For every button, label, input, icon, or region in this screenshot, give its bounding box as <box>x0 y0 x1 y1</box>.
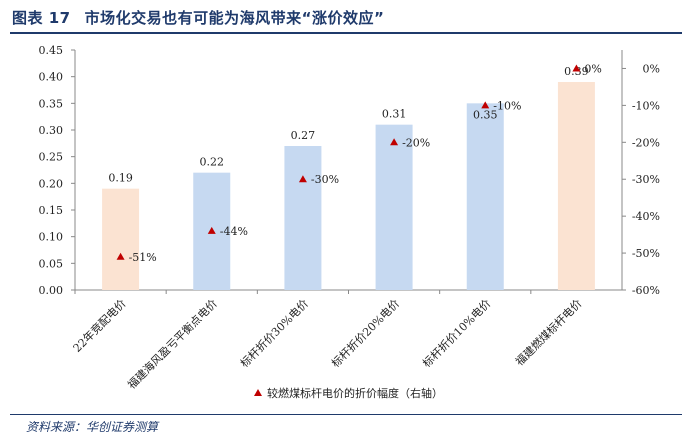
y2-tick-label: -40% <box>632 210 660 223</box>
y2-tick-label: -60% <box>632 284 660 297</box>
x-tick-label: 标杆折价20%电价 <box>328 296 402 370</box>
y-tick-label: 0.25 <box>39 151 64 164</box>
bar <box>557 82 595 290</box>
plot-area: 0.00 0.05 0.10 0.15 0.20 0.25 0.30 0.35 0.40 0.45… <box>39 44 661 400</box>
y-tick-label: 0.00 <box>39 284 64 297</box>
y-tick-label: 0.45 <box>39 44 64 57</box>
bar-value-label: 0.31 <box>382 108 407 121</box>
legend-marker <box>254 389 262 396</box>
marker-value-label: 0% <box>584 62 601 75</box>
marker-point <box>116 252 125 260</box>
y-tick-label: 0.40 <box>39 71 64 84</box>
legend-label: 较燃煤标杆电价的折价幅度（右轴） <box>267 386 443 400</box>
marker-point <box>207 226 216 234</box>
y-tick-label: 0.20 <box>39 177 64 190</box>
marker-value-label: -20% <box>402 136 430 149</box>
bar <box>102 188 140 290</box>
y-tick-label: 0.30 <box>39 124 64 137</box>
marker-value-label: -30% <box>311 173 339 186</box>
marker-value-label: -44% <box>220 225 248 238</box>
bar-chart: 0.00 0.05 0.10 0.15 0.20 0.25 0.30 0.35 0.40 0.45… <box>39 44 661 400</box>
marker-point <box>390 138 399 146</box>
marker-point <box>481 101 490 109</box>
chart-title: 图表 17 市场化交易也有可能为海风带来“涨价效应” <box>12 6 384 30</box>
marker-point <box>298 175 307 183</box>
bar <box>284 146 322 290</box>
x-tick-label: 标杆折价30%电价 <box>237 296 311 370</box>
x-tick-label: 标杆折价10%电价 <box>420 296 494 370</box>
title-underline <box>10 32 682 34</box>
bar <box>466 103 504 290</box>
footer-rule <box>10 414 682 415</box>
marker-point <box>572 64 581 72</box>
y-tick-label: 0.10 <box>39 231 64 244</box>
bar-value-label: 0.19 <box>108 172 133 185</box>
marker-value-label: -10% <box>493 99 521 112</box>
y-tick-label: 0.05 <box>39 257 64 270</box>
bar-value-label: 0.35 <box>473 108 498 121</box>
source-note: 资料来源：华创证券测算 <box>26 420 159 434</box>
bar-value-label: 0.39 <box>564 65 589 78</box>
x-tick-label: 福建海风盈亏平衡点电价 <box>124 296 219 391</box>
x-tick-label: 22年竞配电价 <box>70 296 129 355</box>
y-tick-label: 0.15 <box>39 204 64 217</box>
x-tick-label: 福建燃煤标杆电价 <box>512 296 584 368</box>
y-tick-label: 0.35 <box>39 97 64 110</box>
y2-tick-label: -30% <box>632 173 660 186</box>
bar-value-label: 0.22 <box>200 156 225 169</box>
marker-value-label: -51% <box>129 251 157 264</box>
y2-tick-label: -10% <box>632 99 660 112</box>
y2-tick-label: -50% <box>632 247 660 260</box>
figure-number: 图表 17 <box>12 9 71 27</box>
bar <box>375 124 413 291</box>
y2-tick-label: 0% <box>643 62 660 75</box>
y2-tick-label: -20% <box>632 136 660 149</box>
bar-value-label: 0.27 <box>291 129 316 142</box>
figure-title: 市场化交易也有可能为海风带来“涨价效应” <box>84 9 385 27</box>
